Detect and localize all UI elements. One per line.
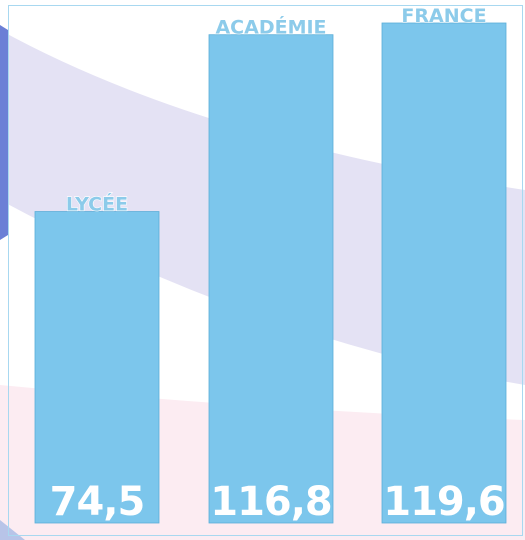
bar [382,23,506,523]
edge-accent [0,25,8,240]
category-label: ACADÉMIE [215,16,326,39]
bar [35,212,159,523]
bar [209,35,333,523]
value-label: 119,6 [383,479,505,525]
value-label: 116,8 [210,479,332,525]
value-label: 74,5 [50,479,145,525]
chart: LYCÉE 74,5 ACADÉMIE 116,8 FRANCE 119,6 [0,0,525,540]
category-label: LYCÉE [66,193,128,216]
category-label: FRANCE [401,5,486,27]
